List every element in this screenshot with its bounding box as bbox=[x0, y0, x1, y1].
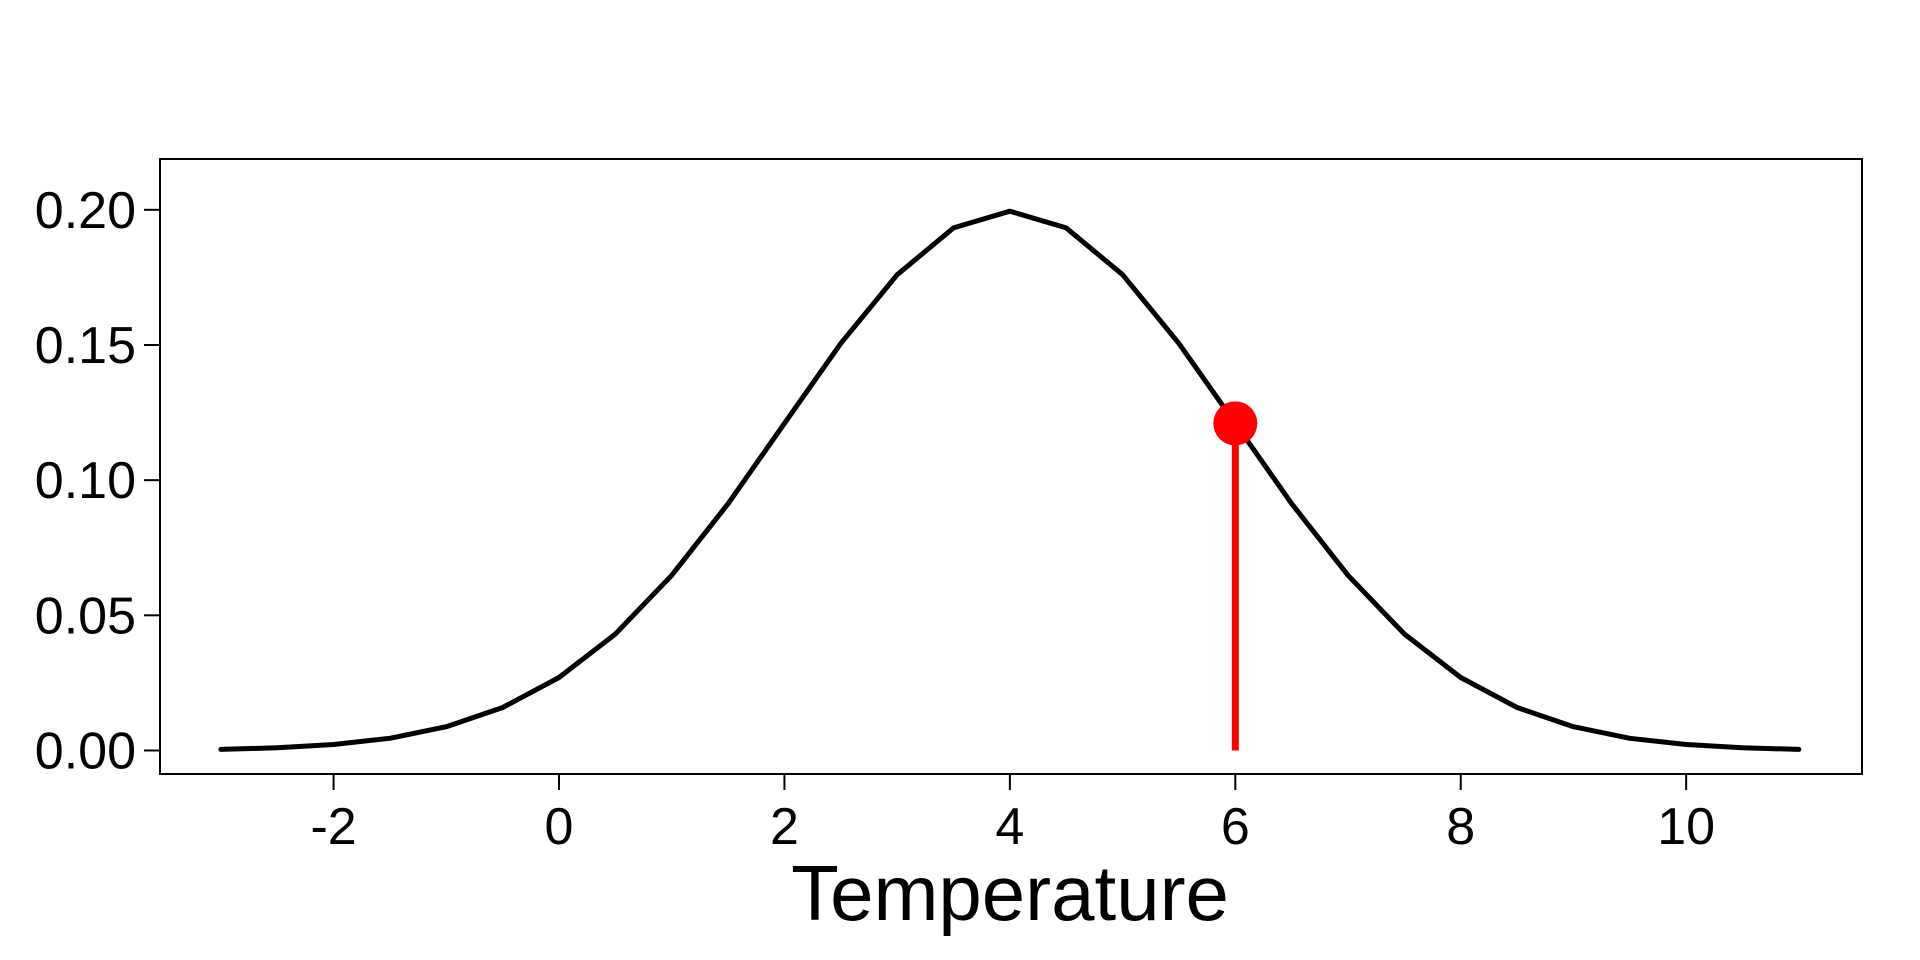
plot-frame bbox=[159, 158, 1863, 775]
x-tick-label: 0 bbox=[545, 798, 574, 856]
x-tick-label: 6 bbox=[1221, 798, 1250, 856]
density-curve bbox=[218, 208, 1802, 752]
highlight-point bbox=[1213, 401, 1258, 446]
x-tick-label: 8 bbox=[1446, 798, 1475, 856]
x-tick-label: 2 bbox=[770, 798, 799, 856]
x-tick-label: -2 bbox=[310, 798, 356, 856]
y-tick-label: 0.00 bbox=[35, 722, 136, 780]
y-tick-label: 0.15 bbox=[35, 317, 136, 375]
y-tick-label: 0.10 bbox=[35, 452, 136, 510]
y-tick-label: 0.05 bbox=[35, 587, 136, 645]
x-axis-label: Temperature bbox=[791, 849, 1229, 937]
x-tick-label: 10 bbox=[1657, 798, 1715, 856]
x-tick-label: 4 bbox=[995, 798, 1024, 856]
y-tick-label: 0.20 bbox=[35, 182, 136, 240]
